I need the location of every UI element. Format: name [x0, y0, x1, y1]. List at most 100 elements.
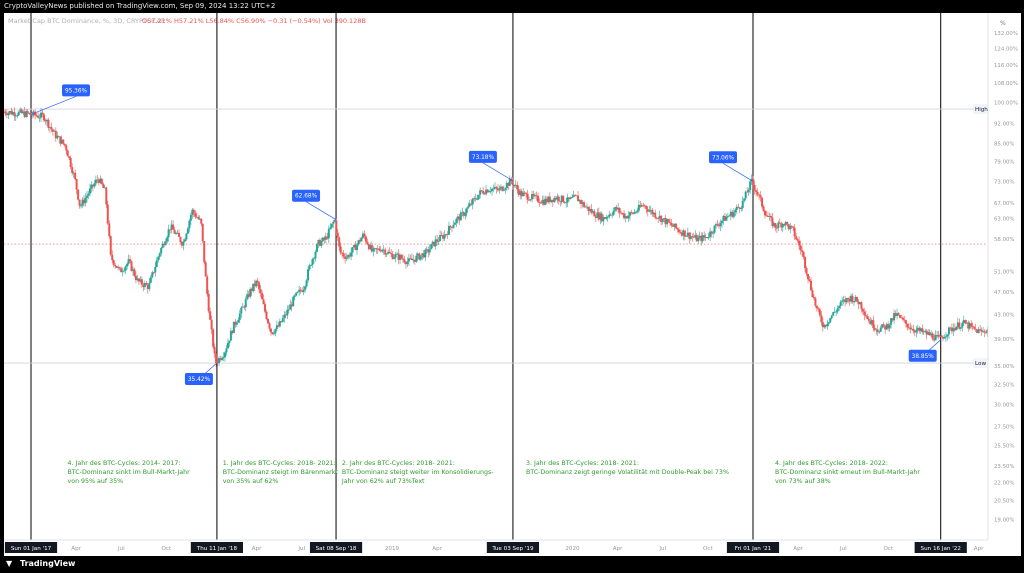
candle: [980, 327, 983, 336]
candle: [582, 200, 585, 209]
x-tick-label: Sat 08 Sep '18: [316, 546, 357, 552]
candle: [875, 328, 878, 335]
candle: [63, 143, 66, 148]
time-axis[interactable]: Sun 01 Jan '17 Apr Jul Oct Thu 11 Jan '18 Apr…: [4, 539, 988, 553]
y-tick-label: 108.00%: [994, 81, 1018, 87]
x-tick-label: Apr: [974, 546, 984, 552]
candle: [556, 193, 559, 203]
x-tick-label: Jul: [839, 546, 847, 552]
candle: [166, 235, 169, 244]
candle: [808, 275, 811, 283]
candle: [105, 186, 108, 208]
candle: [590, 204, 593, 215]
candle: [440, 231, 443, 237]
candle: [277, 322, 280, 328]
candle: [704, 233, 707, 242]
candle: [620, 210, 623, 215]
candle: [928, 329, 931, 336]
candle: [519, 188, 522, 200]
candle: [630, 209, 633, 215]
candle: [855, 296, 858, 303]
candle: [400, 253, 403, 260]
candle: [907, 322, 910, 331]
candle: [854, 294, 857, 303]
candle: [433, 241, 436, 248]
candle: [84, 193, 87, 207]
candle: [191, 208, 194, 219]
candle: [887, 321, 890, 332]
candle: [913, 329, 916, 336]
candle: [703, 231, 706, 241]
tradingview-brand[interactable]: ▼ TradingView: [6, 559, 75, 568]
candle: [496, 183, 499, 192]
annotation-text: von 35% auf 62%: [223, 478, 279, 485]
candle: [419, 255, 422, 262]
candle: [369, 242, 372, 251]
candle: [468, 199, 471, 207]
candle: [413, 259, 416, 265]
annotation-text: BTC-Dominanz sinkt erneut im Bull-Markt-…: [775, 469, 920, 476]
annotation-text: 4. Jahr des BTC-Cycles: 2014- 2017:: [67, 460, 180, 467]
candle: [246, 289, 249, 301]
chart-area[interactable]: Market Cap BTC Dominance, %, 3D, CRYPTOC…: [4, 13, 1021, 556]
candle: [59, 136, 62, 147]
x-tick-label: Jul: [297, 546, 305, 552]
candle: [169, 229, 172, 234]
price-line-name-bg: [973, 358, 988, 369]
candle: [114, 262, 117, 269]
candle: [259, 284, 262, 298]
candle: [666, 218, 669, 228]
candle: [769, 213, 772, 222]
candle: [445, 233, 448, 237]
candle: [643, 204, 646, 209]
candle: [243, 305, 246, 310]
candle: [732, 208, 735, 219]
price-axis[interactable]: % 132.00% 124.00% 116.00% 108.00% 100.00% 92.0…: [987, 13, 1021, 556]
candle: [688, 232, 691, 244]
candle: [253, 279, 256, 292]
candle: [642, 202, 645, 208]
candle: [985, 329, 988, 335]
annotation-text: 1. Jahr des BTC-Cycles: 2018- 2021:: [223, 460, 336, 467]
candle: [514, 180, 517, 189]
callout-badge: [184, 373, 213, 386]
candle: [946, 334, 949, 341]
annotation-text: 2. Jahr des BTC-Cycles: 2018- 2021:: [342, 460, 455, 467]
candle: [677, 227, 680, 235]
candle: [958, 318, 961, 330]
candle: [832, 311, 835, 317]
candle: [974, 323, 977, 332]
candle: [186, 226, 189, 235]
candle: [505, 180, 508, 191]
y-tick-label: 85.00%: [994, 141, 1015, 147]
candle: [155, 257, 158, 268]
candle: [934, 330, 937, 341]
y-tick-label: 19.00%: [994, 517, 1015, 523]
candle: [424, 247, 427, 262]
candle: [982, 326, 985, 333]
candle: [689, 232, 692, 241]
chart-svg[interactable]: Market Cap BTC Dominance, %, 3D, CRYPTOC…: [4, 13, 1021, 556]
candle: [197, 215, 200, 221]
candle: [477, 194, 480, 200]
candle: [753, 180, 756, 195]
candle: [390, 248, 393, 258]
candle: [888, 322, 891, 332]
candle: [870, 318, 873, 327]
y-tick-label: 22.00%: [994, 481, 1015, 487]
candle: [944, 331, 947, 342]
candle: [75, 178, 78, 195]
candle: [863, 308, 866, 321]
candle: [53, 129, 56, 132]
candle: [480, 189, 483, 193]
candle: [528, 196, 531, 201]
candle: [452, 220, 455, 229]
candle: [117, 264, 120, 271]
footer-bar: ▼ TradingView: [0, 556, 1024, 573]
candle: [290, 301, 293, 312]
candle: [551, 199, 554, 208]
y-tick-label: 63.00%: [994, 216, 1015, 222]
candle: [35, 113, 38, 118]
candle: [45, 118, 48, 127]
candle: [661, 218, 664, 225]
